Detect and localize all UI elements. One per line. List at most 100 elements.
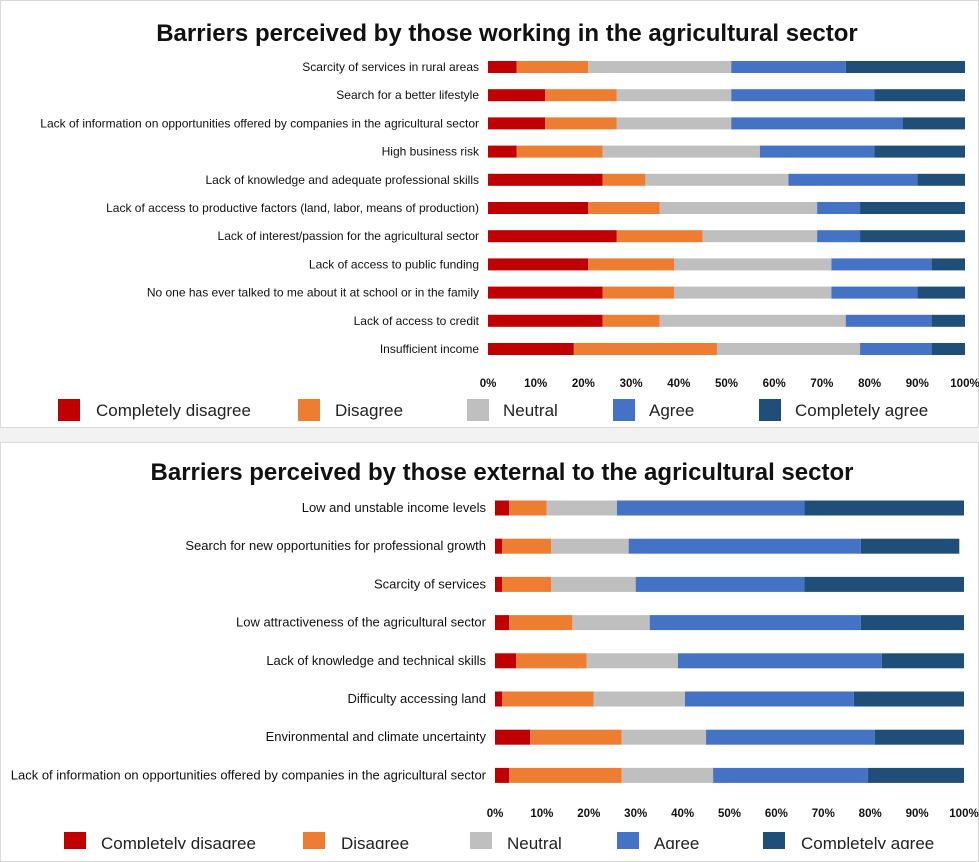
bar-segment bbox=[588, 61, 732, 73]
bar-segment bbox=[502, 538, 552, 554]
category-label: Lack of information on opportunities off… bbox=[40, 116, 479, 130]
bar-segment bbox=[860, 230, 965, 243]
category-label: Low and unstable income levels bbox=[302, 500, 487, 515]
bar-segment bbox=[488, 145, 517, 158]
bar-segment bbox=[616, 117, 732, 130]
bar-segment bbox=[516, 145, 603, 158]
bar-segment bbox=[804, 576, 964, 592]
category-label: Search for new opportunities for profess… bbox=[185, 538, 486, 553]
x-tick-label: 100% bbox=[949, 808, 978, 820]
bar-segment bbox=[502, 576, 552, 592]
bar-segment bbox=[602, 173, 646, 186]
bar-segment bbox=[931, 258, 965, 271]
bar-segment bbox=[845, 61, 965, 73]
bar-segment bbox=[488, 314, 603, 327]
x-tick-label: 40% bbox=[667, 378, 690, 390]
x-tick-label: 100% bbox=[950, 378, 979, 390]
legend-label: Neutral bbox=[503, 401, 558, 420]
bar-segment bbox=[702, 230, 818, 243]
bar-segment bbox=[488, 230, 617, 243]
bar-segment bbox=[572, 615, 650, 631]
bar-segment bbox=[845, 314, 932, 327]
legend-swatch bbox=[763, 832, 785, 849]
bar-segment bbox=[860, 202, 965, 214]
bar-segment bbox=[874, 729, 964, 745]
x-tick-label: 50% bbox=[718, 808, 741, 820]
bar-segment bbox=[931, 343, 965, 355]
category-label: Lack of knowledge and technical skills bbox=[266, 653, 486, 668]
panel-separator bbox=[0, 428, 979, 442]
bar-segment bbox=[881, 653, 964, 669]
bar-segment bbox=[804, 500, 964, 516]
bar-segment bbox=[516, 61, 589, 73]
bar-segment bbox=[817, 230, 861, 243]
bar-segment bbox=[488, 343, 574, 355]
bar-segment bbox=[831, 286, 918, 299]
x-tick-label: 50% bbox=[715, 378, 738, 390]
bar-segment bbox=[551, 538, 629, 554]
bar-segment bbox=[713, 767, 868, 783]
bar-segment bbox=[488, 89, 546, 102]
bar-segment bbox=[674, 258, 832, 271]
chart-title: Barriers perceived by those working in t… bbox=[156, 20, 858, 47]
x-tick-label: 60% bbox=[763, 378, 786, 390]
legend-label: Neutral bbox=[507, 834, 562, 849]
category-label: Difficulty accessing land bbox=[348, 691, 487, 706]
bar-segment bbox=[586, 653, 678, 669]
bar-segment bbox=[649, 615, 861, 631]
category-label: Lack of information on opportunities off… bbox=[11, 767, 487, 782]
legend-swatch bbox=[759, 399, 781, 421]
bar-segment bbox=[867, 767, 964, 783]
bar-segment bbox=[731, 117, 903, 130]
legend-label: Agree bbox=[654, 834, 699, 849]
chart-working-svg: Barriers perceived by those working in t… bbox=[40, 20, 979, 421]
legend-label: Completely agree bbox=[801, 834, 934, 849]
x-tick-label: 90% bbox=[906, 378, 929, 390]
category-label: Scarcity of services bbox=[374, 576, 486, 591]
bar-segment bbox=[706, 729, 875, 745]
bar-segment bbox=[716, 343, 861, 355]
bar-segment bbox=[677, 653, 882, 669]
category-label: Lack of access to productive factors (la… bbox=[106, 201, 479, 215]
bar-segment bbox=[593, 691, 685, 707]
bar-segment bbox=[495, 500, 510, 516]
legend-swatch bbox=[470, 832, 492, 849]
bar-segment bbox=[495, 576, 503, 592]
chart-external-svg: Barriers perceived by those external to … bbox=[11, 459, 979, 849]
bar-segment bbox=[659, 314, 846, 327]
bar-segment bbox=[495, 729, 531, 745]
bar-segment bbox=[731, 61, 846, 73]
bar-segment bbox=[853, 691, 964, 707]
bar-segment bbox=[759, 145, 875, 158]
bar-segment bbox=[530, 729, 622, 745]
bar-segment bbox=[551, 576, 636, 592]
bar-segment bbox=[659, 202, 818, 214]
category-label: No one has ever talked to me about it at… bbox=[147, 286, 479, 300]
bar-segment bbox=[931, 314, 965, 327]
bar-segment bbox=[488, 117, 546, 130]
bar-segment bbox=[674, 286, 832, 299]
bar-segment bbox=[488, 61, 517, 73]
category-label: Insufficient income bbox=[380, 342, 479, 356]
bar-segment bbox=[635, 576, 805, 592]
bar-segment bbox=[588, 202, 660, 214]
bar-segment bbox=[831, 258, 932, 271]
chart-title: Barriers perceived by those external to … bbox=[151, 459, 854, 486]
bar-segment bbox=[602, 314, 660, 327]
legend-label: Completely agree bbox=[795, 401, 928, 420]
bar-segment bbox=[874, 89, 965, 102]
legend-label: Completely disagree bbox=[96, 401, 251, 420]
x-tick-label: 90% bbox=[906, 808, 929, 820]
legend-swatch bbox=[613, 399, 635, 421]
bar-segment bbox=[788, 173, 918, 186]
category-label: Scarcity of services in rural areas bbox=[302, 60, 479, 74]
bar-segment bbox=[495, 691, 503, 707]
x-tick-label: 10% bbox=[524, 378, 547, 390]
bar-segment bbox=[616, 89, 732, 102]
legend-swatch bbox=[298, 399, 320, 421]
x-tick-label: 10% bbox=[530, 808, 553, 820]
legend-label: Disagree bbox=[341, 834, 409, 849]
legend-label: Disagree bbox=[335, 401, 403, 420]
bar-segment bbox=[495, 538, 503, 554]
chart-panel-working: Barriers perceived by those working in t… bbox=[0, 0, 979, 428]
